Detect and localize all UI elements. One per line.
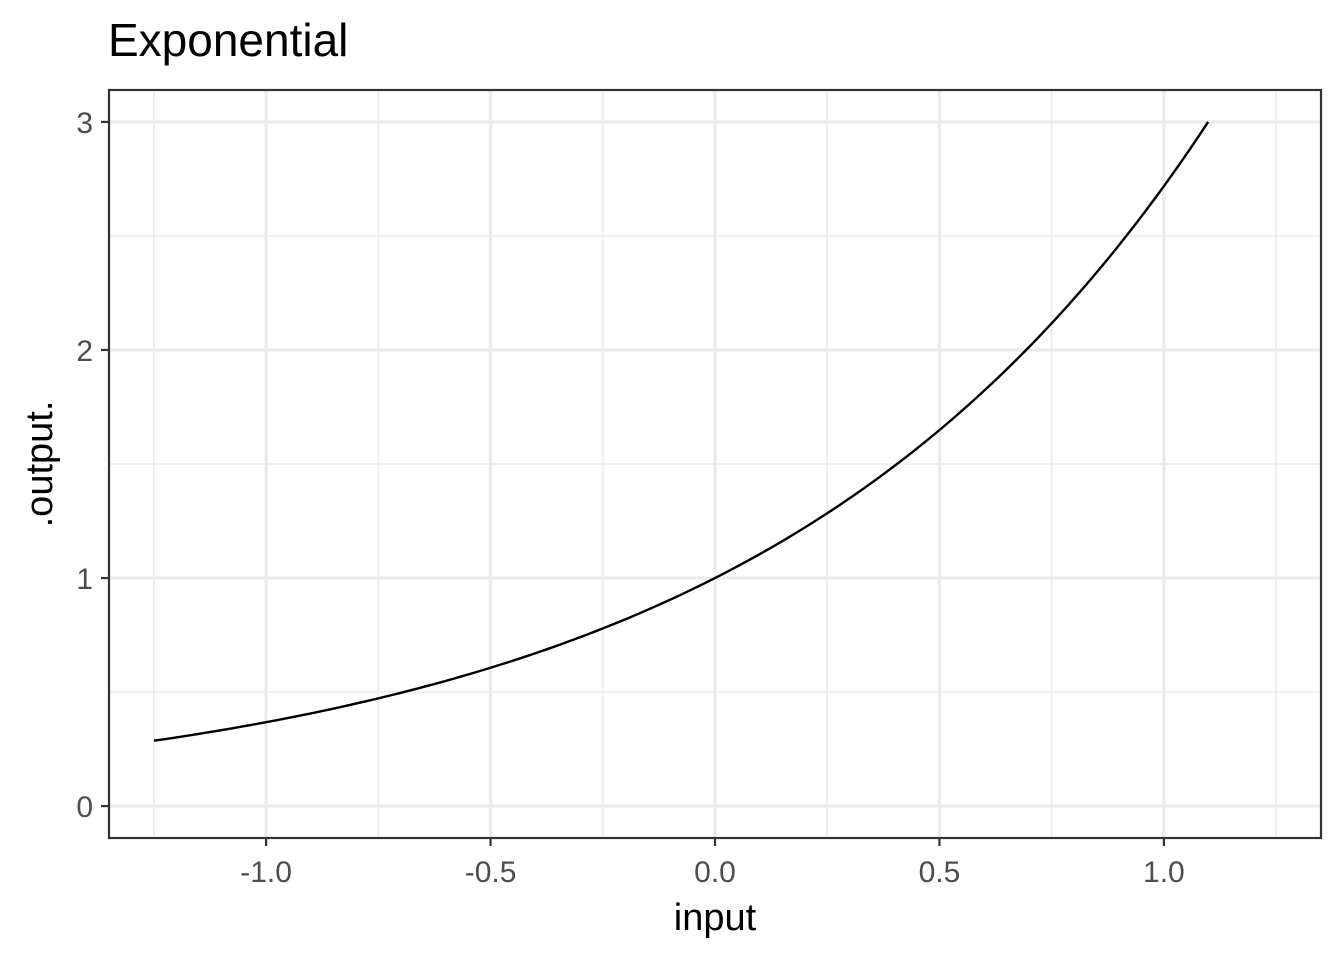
chart-title: Exponential [108, 14, 348, 66]
y-tick-label: 2 [76, 335, 93, 368]
x-tick-label: 0.5 [919, 856, 961, 889]
x-tick-label: 1.0 [1143, 856, 1185, 889]
y-tick-label: 3 [76, 107, 93, 140]
major-gridlines [109, 90, 1321, 838]
y-tick-label: 1 [76, 563, 93, 596]
x-tick-label: 0.0 [694, 856, 736, 889]
y-axis-title: .output. [19, 401, 61, 528]
x-tick-label: -1.0 [240, 856, 292, 889]
x-tick-label: -0.5 [465, 856, 517, 889]
x-axis-ticks: -1.0 -0.5 0.0 0.5 1.0 [240, 838, 1185, 889]
y-tick-label: 0 [76, 791, 93, 824]
y-axis-ticks: 0 1 2 3 [76, 107, 109, 824]
x-axis-title: input [674, 897, 757, 939]
series-line-exponential [153, 121, 1210, 742]
